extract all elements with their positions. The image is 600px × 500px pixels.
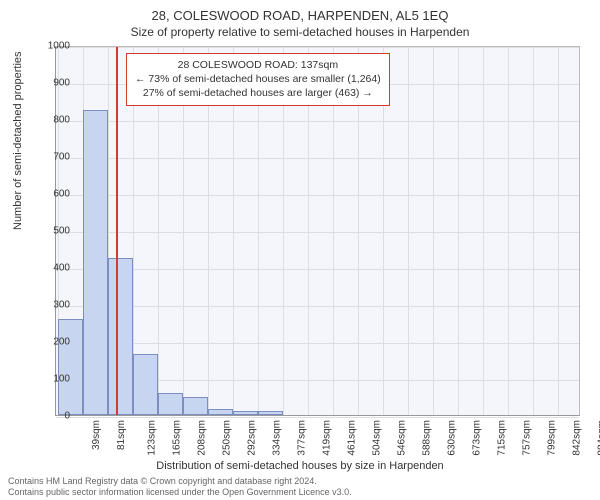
gridline-h — [56, 47, 579, 48]
y-tick-label: 200 — [30, 337, 70, 348]
y-tick-label: 0 — [30, 411, 70, 422]
x-tick-label: 842sqm — [572, 420, 583, 456]
page-title-main: 28, COLESWOOD ROAD, HARPENDEN, AL5 1EQ — [0, 0, 600, 23]
gridline-h — [56, 306, 579, 307]
gridline-h — [56, 417, 579, 418]
x-tick-label: 546sqm — [397, 420, 408, 456]
gridline-v — [433, 47, 434, 415]
x-tick-label: 630sqm — [447, 420, 458, 456]
x-tick-label: 461sqm — [347, 420, 358, 456]
y-axis-label: Number of semi-detached properties — [12, 51, 24, 230]
chart-container: 28 COLESWOOD ROAD: 137sqm← 73% of semi-d… — [55, 46, 580, 416]
histogram-bar — [233, 411, 258, 415]
y-tick-label: 500 — [30, 226, 70, 237]
histogram-bar — [108, 258, 133, 415]
plot-area: 28 COLESWOOD ROAD: 137sqm← 73% of semi-d… — [55, 46, 580, 416]
x-tick-label: 377sqm — [297, 420, 308, 456]
x-tick-label: 165sqm — [172, 420, 183, 456]
gridline-h — [56, 195, 579, 196]
y-tick-label: 100 — [30, 374, 70, 385]
gridline-v — [558, 47, 559, 415]
histogram-bar — [83, 110, 108, 415]
x-tick-label: 292sqm — [247, 420, 258, 456]
gridline-v — [458, 47, 459, 415]
gridline-h — [56, 343, 579, 344]
histogram-bar — [258, 411, 283, 415]
x-tick-label: 504sqm — [372, 420, 383, 456]
gridline-h — [56, 269, 579, 270]
y-tick-label: 1000 — [30, 41, 70, 52]
x-tick-label: 757sqm — [522, 420, 533, 456]
y-tick-label: 900 — [30, 78, 70, 89]
y-tick-label: 300 — [30, 300, 70, 311]
x-tick-label: 715sqm — [497, 420, 508, 456]
x-tick-label: 334sqm — [272, 420, 283, 456]
y-tick-label: 400 — [30, 263, 70, 274]
x-tick-label: 81sqm — [116, 420, 127, 450]
histogram-bar — [133, 354, 158, 415]
x-tick-label: 208sqm — [197, 420, 208, 456]
histogram-bar — [58, 319, 83, 415]
x-axis-label: Distribution of semi-detached houses by … — [0, 460, 600, 472]
x-tick-label: 39sqm — [91, 420, 102, 450]
x-tick-label: 884sqm — [597, 420, 600, 456]
x-tick-label: 799sqm — [547, 420, 558, 456]
x-tick-label: 419sqm — [322, 420, 333, 456]
y-tick-label: 800 — [30, 115, 70, 126]
gridline-v — [408, 47, 409, 415]
footer-line-1: Contains HM Land Registry data © Crown c… — [8, 476, 352, 487]
property-marker-line — [116, 47, 118, 415]
x-tick-label: 250sqm — [222, 420, 233, 456]
x-tick-label: 123sqm — [147, 420, 158, 456]
page-title-sub: Size of property relative to semi-detach… — [0, 23, 600, 43]
footer-line-2: Contains public sector information licen… — [8, 487, 352, 498]
footer-attribution: Contains HM Land Registry data © Crown c… — [8, 476, 352, 499]
gridline-v — [508, 47, 509, 415]
histogram-bar — [208, 409, 233, 415]
callout-line: 27% of semi-detached houses are larger (… — [135, 86, 381, 100]
y-tick-label: 600 — [30, 189, 70, 200]
gridline-v — [483, 47, 484, 415]
gridline-h — [56, 121, 579, 122]
gridline-v — [533, 47, 534, 415]
gridline-h — [56, 158, 579, 159]
histogram-bar — [183, 397, 208, 416]
callout-line: 28 COLESWOOD ROAD: 137sqm — [135, 58, 381, 72]
callout-box: 28 COLESWOOD ROAD: 137sqm← 73% of semi-d… — [126, 53, 390, 106]
histogram-bar — [158, 393, 183, 415]
y-tick-label: 700 — [30, 152, 70, 163]
x-tick-label: 673sqm — [472, 420, 483, 456]
callout-line: ← 73% of semi-detached houses are smalle… — [135, 72, 381, 86]
x-tick-label: 588sqm — [422, 420, 433, 456]
gridline-h — [56, 232, 579, 233]
